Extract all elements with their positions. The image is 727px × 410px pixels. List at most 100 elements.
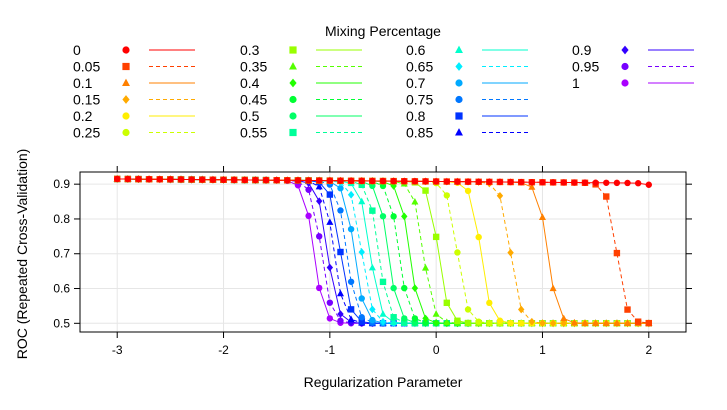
data-point xyxy=(443,178,450,185)
data-point xyxy=(422,314,429,323)
data-point xyxy=(316,177,323,184)
data-point xyxy=(422,264,430,271)
data-point xyxy=(432,310,440,317)
data-point xyxy=(518,305,525,314)
data-point xyxy=(486,178,493,186)
data-point xyxy=(581,179,589,186)
data-point xyxy=(305,177,312,184)
data-point xyxy=(624,319,632,327)
plot-area xyxy=(80,172,686,332)
legend-label: 0.05 xyxy=(73,59,100,75)
legend-item-0.4: 0.4 xyxy=(240,75,362,91)
legend-label: 0.5 xyxy=(240,108,260,124)
data-point xyxy=(326,315,334,322)
data-point xyxy=(358,314,365,321)
legend-label: 0.95 xyxy=(572,59,599,75)
data-point xyxy=(549,319,557,328)
data-point xyxy=(326,218,334,225)
legend-label: 0.8 xyxy=(406,108,426,124)
data-point xyxy=(262,176,270,184)
data-point xyxy=(443,299,450,307)
legend-marker xyxy=(289,128,297,137)
data-point xyxy=(326,263,334,272)
legend-item-0.15: 0.15 xyxy=(73,92,195,108)
legend-marker xyxy=(289,78,297,88)
data-point xyxy=(337,177,344,184)
legend-item-0.5: 0.5 xyxy=(240,108,362,124)
data-point xyxy=(475,233,482,241)
data-point xyxy=(347,177,355,184)
y-tick-label: 0.7 xyxy=(53,247,70,261)
data-point xyxy=(634,318,642,325)
data-point xyxy=(496,317,504,324)
data-point xyxy=(379,182,387,190)
data-point xyxy=(624,306,631,313)
data-point xyxy=(294,177,302,184)
legend-item-0.3: 0.3 xyxy=(240,42,362,58)
data-point xyxy=(496,178,504,186)
data-point xyxy=(475,318,482,325)
legend-marker xyxy=(455,112,463,120)
data-point xyxy=(220,176,227,183)
legend-label: 0.55 xyxy=(240,125,267,141)
data-point xyxy=(432,318,440,327)
data-point xyxy=(347,278,355,285)
data-point xyxy=(592,179,599,186)
legend-label: 0.75 xyxy=(406,92,433,108)
data-point xyxy=(401,212,408,221)
data-point xyxy=(379,310,387,317)
series-layer xyxy=(113,175,653,328)
legend-item-0.65: 0.65 xyxy=(406,59,528,75)
legend-label: 0.45 xyxy=(240,92,267,108)
data-point xyxy=(358,248,365,256)
data-point xyxy=(634,180,642,187)
legend-marker xyxy=(122,46,130,54)
data-point xyxy=(358,177,365,185)
data-point xyxy=(443,318,451,325)
data-point xyxy=(135,175,142,183)
data-point xyxy=(645,319,652,327)
data-point xyxy=(124,175,132,183)
legend-label: 0.3 xyxy=(240,42,260,58)
data-point xyxy=(528,183,536,190)
data-point xyxy=(507,248,514,257)
data-point xyxy=(539,319,546,327)
legend-label: 0.65 xyxy=(406,59,433,75)
data-point xyxy=(432,178,440,185)
data-point xyxy=(358,295,365,302)
data-point xyxy=(230,176,238,184)
legend-marker xyxy=(455,45,463,54)
data-point xyxy=(538,213,546,220)
x-tick-label: 2 xyxy=(645,343,652,357)
data-point xyxy=(199,176,206,183)
legend-marker xyxy=(289,62,297,70)
data-point xyxy=(316,233,323,240)
data-point xyxy=(613,179,621,187)
legend-item-0.8: 0.8 xyxy=(406,108,528,124)
data-point xyxy=(379,317,387,326)
data-point xyxy=(507,178,514,186)
data-point xyxy=(454,178,461,185)
data-point xyxy=(464,178,472,185)
data-point xyxy=(390,177,397,185)
data-point xyxy=(592,319,600,327)
data-point xyxy=(316,284,323,292)
legend-marker xyxy=(455,95,463,104)
legend-item-0.45: 0.45 xyxy=(240,92,362,108)
data-point xyxy=(145,176,153,183)
data-point xyxy=(252,176,259,184)
y-tick-label: 0.8 xyxy=(53,212,70,226)
legend-label: 0.6 xyxy=(406,42,426,58)
legend-item-0.9: 0.9 xyxy=(572,42,694,58)
data-point xyxy=(422,187,429,194)
data-point xyxy=(411,197,419,205)
data-point xyxy=(411,315,419,322)
data-point xyxy=(358,197,366,205)
data-point xyxy=(316,197,323,206)
data-point xyxy=(347,306,355,313)
data-point xyxy=(518,320,525,327)
data-point xyxy=(549,179,557,186)
data-point xyxy=(570,318,578,326)
legend-item-0.95: 0.95 xyxy=(572,59,694,75)
legend-marker xyxy=(289,46,297,54)
